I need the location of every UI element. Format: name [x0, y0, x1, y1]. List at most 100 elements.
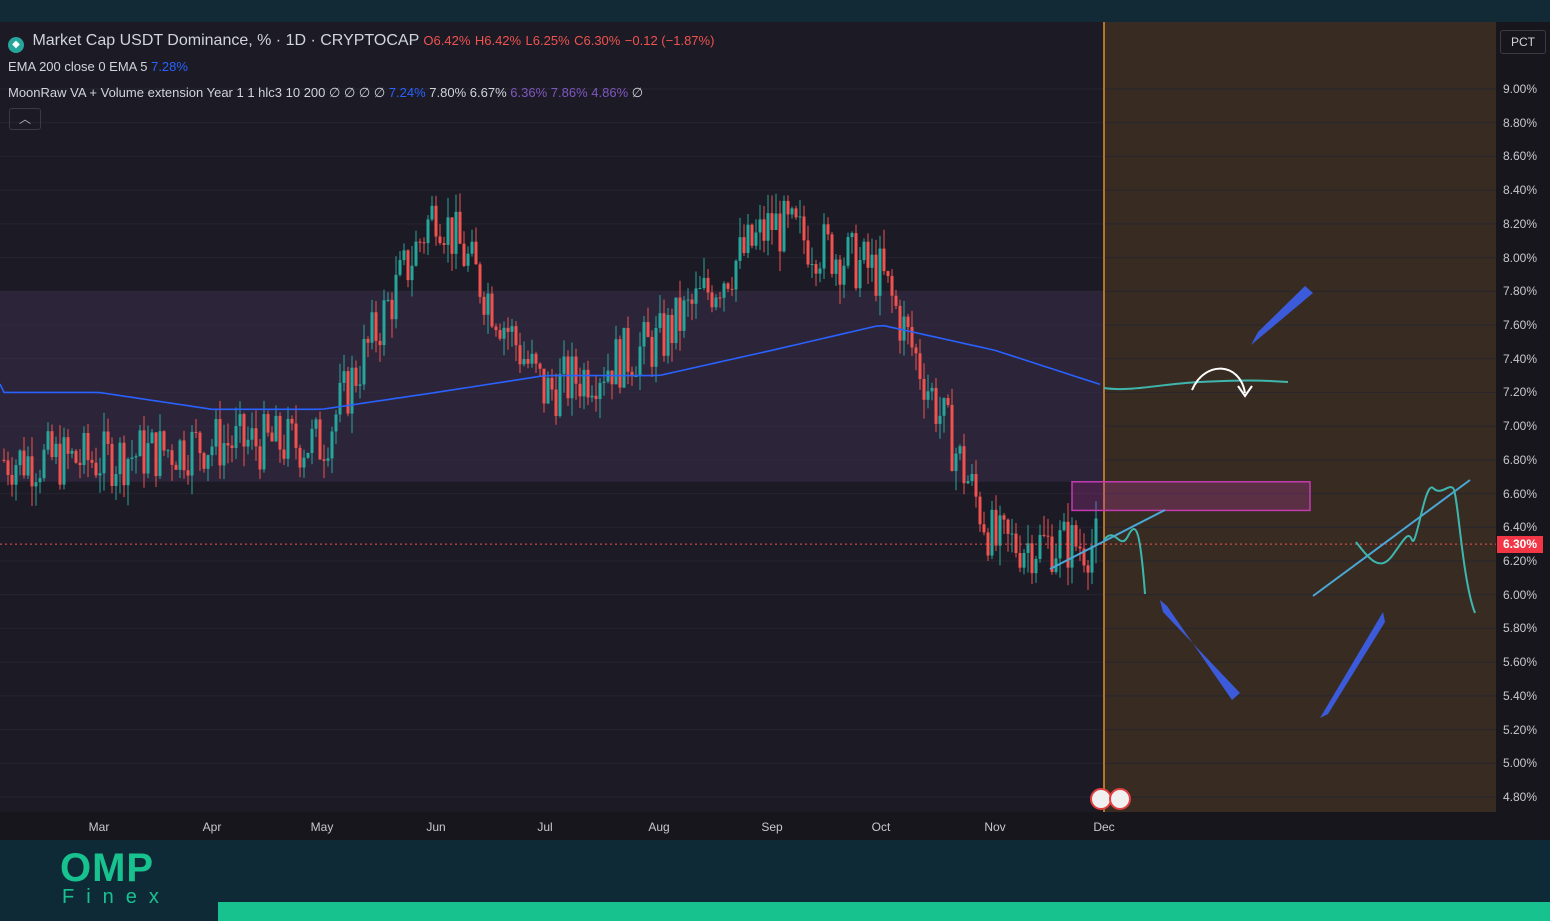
candle-body [298, 447, 302, 468]
candle-body [378, 340, 382, 346]
candle-body [978, 496, 982, 525]
candle-body [926, 391, 930, 400]
candle-body [770, 213, 774, 230]
symbol-title[interactable]: Market Cap USDT Dominance, % · 1D · CRYP… [32, 32, 419, 49]
candle-body [506, 327, 510, 332]
candle-body [894, 295, 898, 306]
candle-body [574, 356, 578, 384]
ohlc-close: C6.30% [574, 33, 621, 48]
legend-ema-row[interactable]: EMA 200 close 0 EMA 5 7.28% [8, 59, 188, 74]
candle-body [954, 453, 958, 472]
candle-body [866, 241, 870, 268]
candle-body [438, 236, 442, 244]
candle-body [126, 459, 130, 486]
candle-body [842, 265, 846, 285]
candle-body [558, 373, 562, 417]
candle-body [726, 283, 730, 289]
arrow-up-left-annotation [1160, 600, 1240, 700]
price-tick-label: 4.80% [1503, 790, 1538, 804]
candle-body [402, 250, 406, 261]
forecast-drop-drawing [1103, 527, 1146, 595]
price-tick-label: 5.80% [1503, 621, 1538, 636]
candle-body [466, 253, 470, 266]
last-price-badge: 6.30% [1497, 536, 1543, 554]
candle-body [838, 259, 842, 285]
candle-body [918, 353, 922, 379]
candle-body [406, 250, 410, 281]
scale-mode-button[interactable]: PCT [1500, 30, 1546, 54]
candle-body [538, 363, 542, 369]
candle-body [238, 414, 242, 427]
price-tick-label: 8.80% [1503, 115, 1538, 130]
candle-body [450, 217, 454, 254]
va-value-6: 4.86% [591, 85, 629, 100]
candle-body [166, 450, 170, 452]
candle-body [310, 428, 314, 453]
time-tick-label: Oct [871, 820, 891, 834]
candle-body [154, 432, 158, 477]
candle-body [122, 442, 126, 486]
candle-body [810, 264, 814, 266]
us-flag-event-icon [1090, 788, 1112, 810]
candle-body [590, 395, 594, 398]
candle-body [578, 383, 582, 397]
candle-body [158, 431, 162, 477]
candle-body [334, 414, 338, 432]
candle-body [46, 431, 50, 450]
candle-body [974, 473, 978, 497]
candle-body [990, 509, 994, 556]
price-tick-label: 8.20% [1503, 216, 1538, 231]
time-tick-label: Dec [1093, 820, 1115, 834]
candle-body [374, 312, 378, 341]
example-pattern-drawing [1355, 486, 1476, 614]
time-tick-label: Aug [648, 820, 670, 834]
candle-body [546, 377, 550, 404]
candle-body [566, 356, 570, 399]
price-tick-label: 9.00% [1503, 82, 1538, 96]
candle-body [1022, 552, 1026, 568]
candle-body [722, 283, 726, 298]
candle-body [98, 473, 102, 476]
candle-body [302, 457, 306, 468]
candle-body [14, 465, 18, 485]
price-tick-label: 5.60% [1503, 655, 1538, 670]
trendline-drawing [1049, 509, 1166, 570]
candle-body [262, 414, 266, 470]
candle-body [914, 347, 918, 354]
candle-body [602, 381, 606, 383]
chevron-up-icon[interactable]: ︿ [9, 108, 41, 130]
legend-volume-row[interactable]: MoonRaw VA + Volume extension Year 1 1 h… [8, 85, 643, 101]
candle-body [982, 524, 986, 533]
candle-body [314, 419, 318, 429]
candle-body [666, 314, 670, 356]
time-axis[interactable] [0, 812, 1496, 840]
time-tick-label: May [310, 820, 334, 834]
candle-body [854, 233, 858, 289]
price-axis[interactable] [1496, 22, 1550, 840]
example-trendline-drawing [1312, 479, 1471, 597]
candle-body [1070, 525, 1074, 568]
price-tick-label: 5.00% [1503, 756, 1538, 771]
candle-body [1066, 521, 1070, 568]
price-tick-label: 7.20% [1503, 385, 1538, 400]
candle-body [958, 446, 962, 454]
candle-body [806, 240, 810, 265]
candle-body [674, 297, 678, 344]
va-indicator-name: MoonRaw VA + Volume extension Year 1 1 h… [8, 85, 326, 100]
candle-body [766, 213, 770, 241]
va-value-5: 7.86% [550, 85, 588, 100]
candle-body [782, 200, 786, 252]
candle-body [62, 437, 66, 485]
candle-body [654, 327, 658, 367]
candle-body [522, 359, 526, 365]
candle-body [386, 299, 390, 301]
candle-body [58, 443, 62, 485]
candle-body [846, 237, 850, 266]
candle-body [514, 326, 518, 346]
candle-body [354, 367, 358, 386]
candle-body [678, 297, 682, 331]
candle-body [962, 446, 966, 484]
candle-body [86, 433, 90, 461]
candle-body [946, 398, 950, 405]
